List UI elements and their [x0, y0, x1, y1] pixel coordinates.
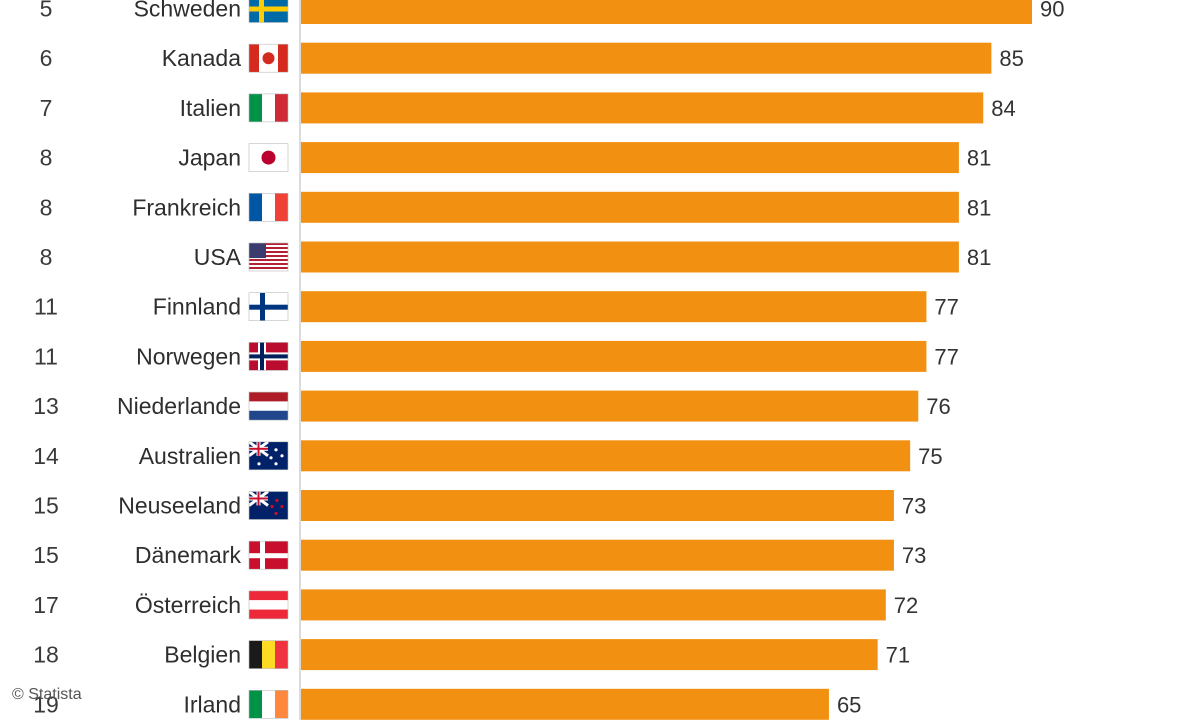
- rank-label: 5: [40, 0, 53, 22]
- chart-row: 15 Dänemark 73: [33, 539, 926, 571]
- value-label: 81: [967, 195, 991, 220]
- rank-label: 14: [33, 443, 59, 469]
- rank-label: 11: [34, 294, 58, 320]
- be-flag-icon: [248, 640, 289, 669]
- country-label: Norwegen: [136, 343, 241, 369]
- chart-row: 11 Finnland 77: [34, 291, 959, 323]
- value-label: 73: [902, 494, 926, 519]
- fi-flag-icon: [248, 292, 289, 322]
- au-flag-icon: [248, 440, 289, 471]
- bar: [301, 241, 959, 273]
- statista-watermark: © Statista: [12, 686, 82, 703]
- bar: [301, 92, 984, 124]
- rank-label: 15: [33, 542, 59, 568]
- value-label: 90: [1040, 0, 1064, 22]
- bar: [301, 539, 894, 571]
- chart-row: 11 Norwegen 77: [34, 340, 959, 372]
- bar: [301, 589, 886, 621]
- chart-row: 15 Neuseeland 73: [33, 490, 926, 521]
- rank-label: 8: [40, 244, 53, 270]
- chart-row: 13 Niederlande 76: [33, 390, 951, 422]
- country-label: Österreich: [135, 592, 241, 618]
- country-label: Belgien: [164, 642, 241, 668]
- se-flag-icon: [248, 0, 289, 23]
- bar: [301, 291, 927, 323]
- rank-label: 19: [33, 691, 59, 717]
- chart-row: 7 Italien 84: [40, 92, 1016, 124]
- dk-flag-icon: [248, 540, 289, 570]
- rank-label: 11: [34, 343, 58, 369]
- country-label: Australien: [139, 443, 241, 469]
- chart-rows: 5 Schweden 906 Kanada 857 Italien 848 Japan 818 F…: [33, 0, 1064, 720]
- value-label: 77: [934, 295, 958, 320]
- bar: [301, 0, 1032, 24]
- country-label: Japan: [178, 145, 241, 171]
- at-flag-icon: [248, 590, 289, 620]
- ie-flag-icon: [248, 689, 289, 719]
- rank-label: 6: [40, 45, 53, 71]
- country-label: Kanada: [162, 45, 242, 71]
- chart-row: 14 Australien 75: [33, 440, 943, 472]
- bar: [301, 142, 959, 174]
- value-label: 81: [967, 245, 991, 270]
- nl-flag-icon: [248, 391, 289, 421]
- rank-label: 15: [33, 493, 59, 519]
- chart-row: 19 Irland 65: [33, 688, 861, 720]
- country-label: Irland: [183, 691, 241, 717]
- bar: [301, 688, 829, 720]
- value-label: 65: [837, 692, 861, 717]
- chart-row: 8 Japan 81: [40, 142, 991, 174]
- bar: [301, 490, 894, 521]
- value-label: 73: [902, 543, 926, 568]
- bar: [301, 390, 919, 422]
- nz-flag-icon: [248, 490, 289, 520]
- rank-label: 7: [40, 95, 53, 121]
- country-label: Schweden: [134, 0, 241, 22]
- ca-flag-icon: [248, 43, 289, 73]
- bar: [301, 191, 959, 223]
- value-label: 76: [926, 394, 950, 419]
- bar: [301, 639, 878, 671]
- country-label: Finnland: [153, 294, 241, 320]
- country-label: Italien: [180, 95, 241, 121]
- country-label: Neuseeland: [118, 493, 241, 519]
- value-label: 84: [991, 96, 1015, 121]
- chart-row: 5 Schweden 90: [40, 0, 1064, 24]
- chart-row: 8 Frankreich 81: [40, 191, 991, 223]
- jp-flag-icon: [248, 143, 289, 172]
- rank-label: 18: [33, 642, 59, 668]
- country-label: Frankreich: [132, 194, 241, 220]
- it-flag-icon: [248, 93, 289, 123]
- chart-row: 17 Österreich 72: [33, 589, 918, 621]
- country-label: Dänemark: [135, 542, 242, 568]
- value-label: 81: [967, 146, 991, 171]
- us-flag-icon: [248, 242, 289, 272]
- rank-label: 8: [40, 194, 53, 220]
- value-label: 85: [999, 46, 1023, 71]
- value-label: 77: [934, 344, 958, 369]
- country-label: Niederlande: [117, 393, 241, 419]
- bar: [301, 42, 992, 74]
- value-label: 71: [886, 643, 910, 668]
- no-flag-icon: [248, 342, 289, 371]
- bar: [301, 440, 911, 472]
- rank-label: 13: [33, 393, 59, 419]
- rank-label: 8: [40, 145, 53, 171]
- country-label: USA: [194, 244, 242, 270]
- fr-flag-icon: [248, 193, 289, 222]
- value-label: 72: [894, 593, 918, 618]
- rank-label: 17: [33, 592, 59, 618]
- chart-row: 18 Belgien 71: [33, 639, 910, 671]
- chart-row: 8 USA 81: [40, 241, 991, 273]
- chart-row: 6 Kanada 85: [40, 42, 1024, 74]
- value-label: 75: [918, 444, 942, 469]
- bar: [301, 340, 927, 372]
